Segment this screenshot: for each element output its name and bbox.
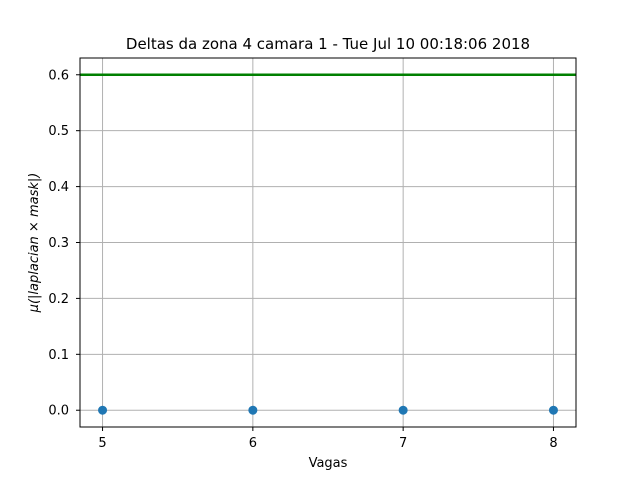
chart-title: Deltas da zona 4 camara 1 - Tue Jul 10 0… (126, 35, 530, 53)
x-tick-label: 8 (549, 436, 557, 451)
y-axis-title: μ(|laplacian × mask|) (27, 173, 42, 314)
tick-layer: 5 6 7 8 0.0 0.1 0.2 0.3 0.4 0.5 0.6 (48, 68, 557, 451)
y-tick-label: 0.1 (48, 348, 69, 363)
x-tick-label: 5 (98, 436, 106, 451)
data-point-layer (98, 405, 558, 415)
data-point (248, 405, 258, 415)
x-tick-label: 7 (399, 436, 407, 451)
data-point (98, 405, 108, 415)
y-tick-label: 0.2 (48, 292, 69, 307)
data-point (548, 405, 558, 415)
y-tick-label: 0.6 (48, 68, 69, 83)
y-tick-label: 0.5 (48, 124, 69, 139)
y-tick-label: 0.0 (48, 404, 69, 419)
x-axis-title: Vagas (309, 456, 348, 471)
y-tick-label: 0.4 (48, 180, 69, 195)
x-tick-label: 6 (249, 436, 257, 451)
y-tick-label: 0.3 (48, 236, 69, 251)
data-point (398, 405, 408, 415)
